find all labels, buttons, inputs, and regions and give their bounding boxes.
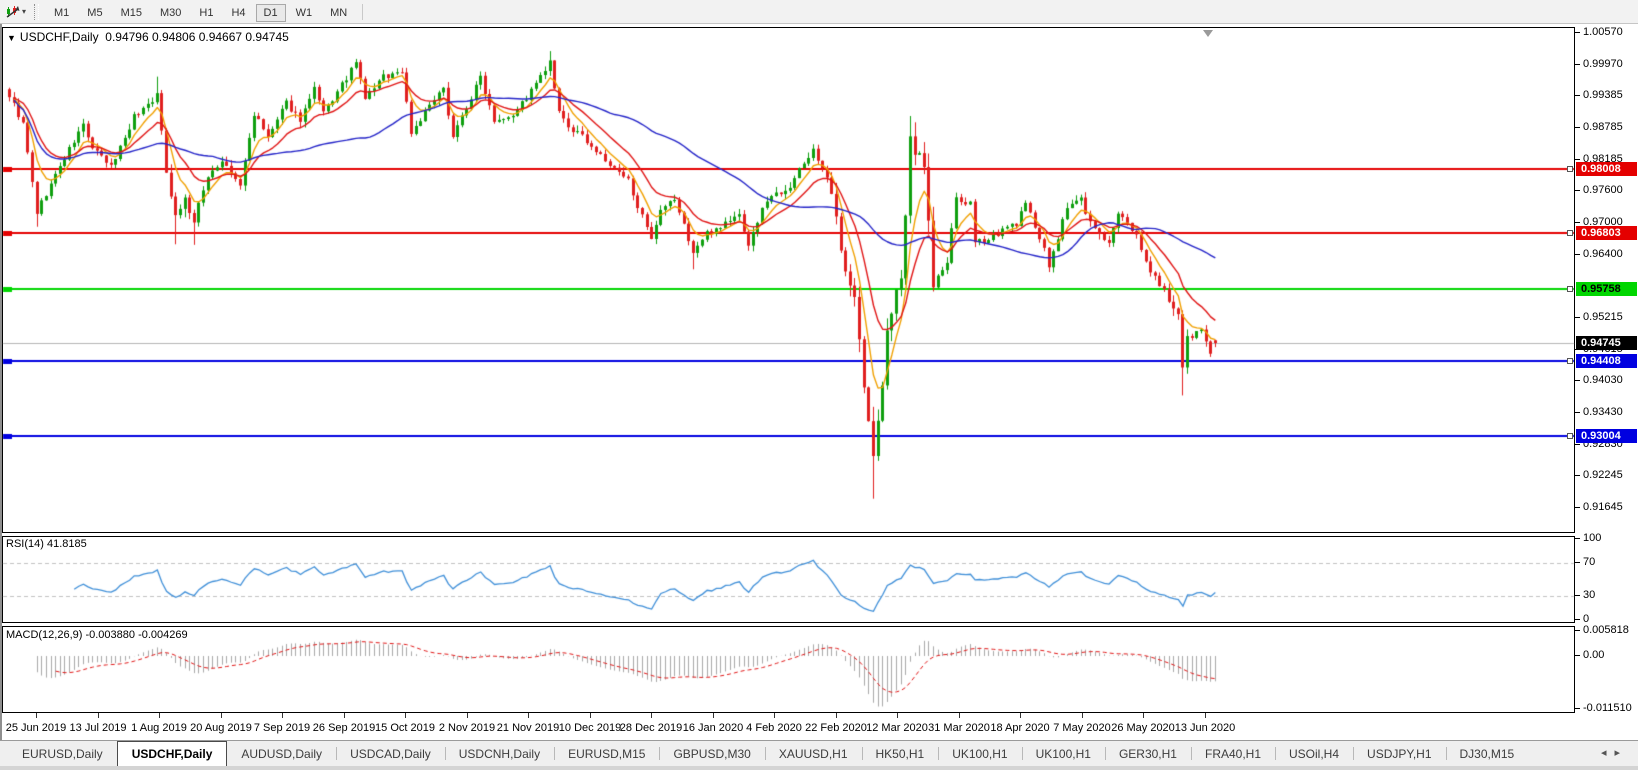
bottom-tab-usoil-h4[interactable]: USOil,H4	[1275, 741, 1353, 766]
bottom-tab-ger30-h1[interactable]: GER30,H1	[1104, 741, 1191, 766]
timeframe-toolbar: ▾ M1 M5 M15 M30 H1 H4 D1 W1 MN	[0, 0, 1638, 24]
bottom-tab-xauusd-h1[interactable]: XAUUSD,H1	[764, 741, 862, 766]
rsi-indicator-label: RSI(14) 41.8185	[6, 538, 87, 550]
bottom-tab-hk50-h1[interactable]: HK50,H1	[861, 741, 939, 766]
tab-scroll-left-icon[interactable]: ◂	[1600, 747, 1615, 759]
timeframe-button-m1[interactable]: M1	[54, 6, 70, 19]
tab-scroll-right-icon[interactable]: ▸	[1614, 747, 1628, 759]
bottom-tab-audusd-daily[interactable]: AUDUSD,Daily	[241, 746, 323, 761]
chart-title: ▼ USDCHF,Daily 0.94796 0.94806 0.94667 0.…	[7, 30, 289, 44]
toolbar-grip[interactable]	[34, 3, 40, 20]
bottom-tab-eurusd-daily[interactable]: EURUSD,Daily	[22, 746, 103, 761]
timeframe-button-h4[interactable]: H4	[231, 6, 246, 19]
chart-shift-marker[interactable]	[1203, 30, 1213, 37]
tab-scroll-arrows: ◂▸	[1601, 746, 1628, 759]
timeframe-button-m30[interactable]: M30	[159, 6, 182, 19]
chart-tab-bar: EURUSD,Daily USDCHF,Daily AUDUSD,Daily USDC…	[0, 740, 1638, 766]
chevron-down-icon[interactable]: ▾	[22, 7, 27, 16]
bottom-tab-uk100-h1[interactable]: UK100,H1	[1021, 741, 1105, 766]
candlestick-chart-canvas[interactable]	[2, 27, 1575, 713]
window-left-border	[0, 24, 2, 770]
bottom-tab-usdcad-daily[interactable]: USDCAD,Daily	[336, 741, 445, 766]
bottom-tab-uk100-h1[interactable]: UK100,H1	[938, 741, 1021, 766]
timeframe-button-w1[interactable]: W1	[295, 6, 313, 19]
collapse-triangle-icon[interactable]: ▼	[7, 33, 16, 43]
bottom-tab-usdchf-daily[interactable]: USDCHF,Daily	[116, 741, 228, 766]
ohlc-values: 0.94796 0.94806 0.94667 0.94745	[105, 30, 289, 44]
bottom-tab-usdjpy-h1[interactable]: USDJPY,H1	[1353, 741, 1445, 766]
timeframe-button-m15[interactable]: M15	[120, 6, 142, 19]
bottom-tab-dj30-m15[interactable]: DJ30,M15	[1445, 741, 1529, 766]
timeframe-button-m5[interactable]: M5	[87, 6, 103, 19]
bottom-tab-gbpusd-m30[interactable]: GBPUSD,M30	[659, 741, 764, 766]
symbol-period-label: USDCHF,Daily	[19, 30, 99, 44]
macd-indicator-label: MACD(12,26,9) -0.003880 -0.004269	[6, 629, 188, 641]
timeframe-button-mn[interactable]: MN	[330, 6, 348, 19]
bottom-tab-fra40-h1[interactable]: FRA40,H1	[1190, 741, 1275, 766]
timeframe-buttons: M1 M5 M15 M30 H1 H4 D1 W1 MN	[45, 3, 356, 22]
bottom-strip	[0, 766, 1638, 770]
timeframe-button-d1[interactable]: D1	[255, 3, 286, 22]
toolbar-separator	[362, 3, 364, 20]
bottom-tab-eurusd-m15[interactable]: EURUSD,M15	[554, 741, 659, 766]
bottom-tab-usdcnh-daily[interactable]: USDCNH,Daily	[444, 741, 554, 766]
timeframe-button-h1[interactable]: H1	[199, 6, 214, 19]
chart-tool-icon[interactable]	[4, 4, 22, 20]
